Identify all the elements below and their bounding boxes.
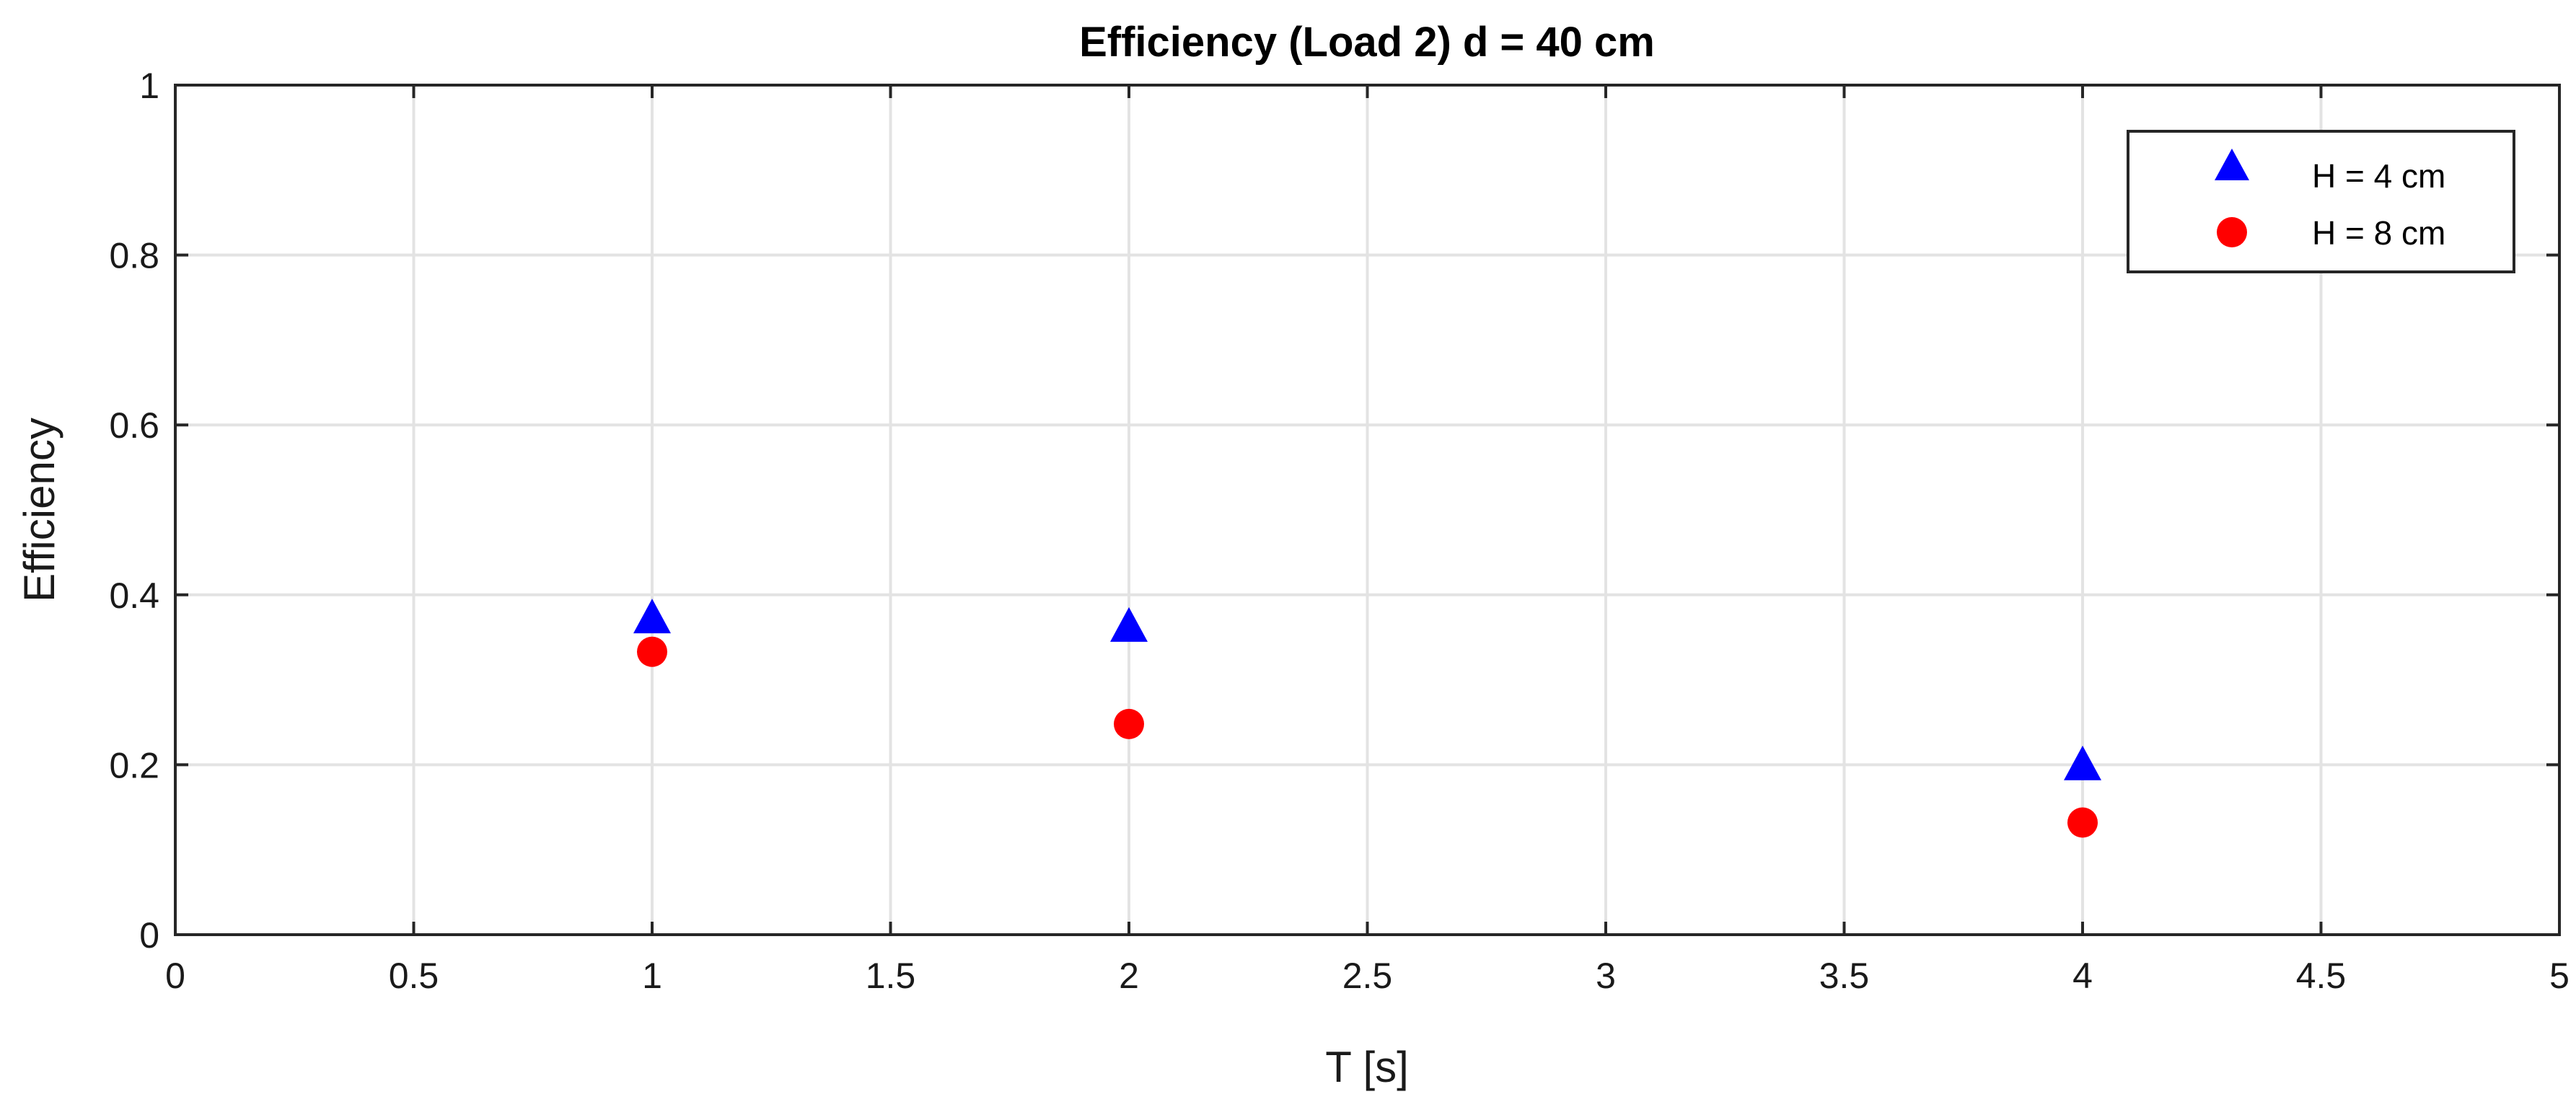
- x-tick-label: 0: [165, 956, 185, 996]
- x-tick-label: 2: [1119, 956, 1139, 996]
- data-point-circle-series-2: [2067, 807, 2098, 838]
- y-tick-label: 0.2: [109, 745, 159, 785]
- data-point-triangle-series-1: [633, 599, 671, 634]
- data-point-circle-series-2: [1114, 708, 1144, 739]
- legend-box: [2127, 130, 2515, 273]
- legend-label-series-2: H = 8 cm: [2312, 214, 2445, 252]
- data-point-triangle-series-1: [1110, 607, 1148, 642]
- y-tick-label: 1: [139, 66, 159, 106]
- axis-ticks: 0 0.5 1 1.5 2 2.5 3 3.5 4 4.5 5 0 0.2 0.4 0.6 0.8 1: [109, 66, 2569, 996]
- y-axis-title: Efficiency: [15, 418, 63, 602]
- legend: H = 4 cm H = 8 cm: [2127, 130, 2515, 273]
- y-tick-label: 0.4: [109, 576, 159, 616]
- x-tick-label: 0.5: [389, 956, 439, 996]
- data-point-circle-series-2: [637, 636, 667, 667]
- legend-circle-marker: [2217, 217, 2247, 247]
- y-tick-label: 0.8: [109, 236, 159, 276]
- y-tick-label: 0: [139, 915, 159, 956]
- legend-triangle-marker: [2215, 149, 2249, 180]
- x-tick-label: 1: [642, 956, 662, 996]
- data-point-triangle-series-1: [2064, 745, 2101, 780]
- x-tick-label: 3: [1596, 956, 1616, 996]
- x-axis-title: T [s]: [1325, 1043, 1409, 1091]
- y-tick-label: 0.6: [109, 405, 159, 446]
- x-tick-label: 4: [2072, 956, 2093, 996]
- x-tick-label: 3.5: [1819, 956, 1870, 996]
- data-marks: [633, 599, 2101, 838]
- x-tick-label: 5: [2549, 956, 2570, 996]
- x-tick-label: 2.5: [1342, 956, 1393, 996]
- x-tick-label: 1.5: [866, 956, 916, 996]
- x-tick-label: 4.5: [2296, 956, 2347, 996]
- chart-title: Efficiency (Load 2) d = 40 cm: [1079, 19, 1655, 66]
- legend-label-series-1: H = 4 cm: [2312, 157, 2445, 195]
